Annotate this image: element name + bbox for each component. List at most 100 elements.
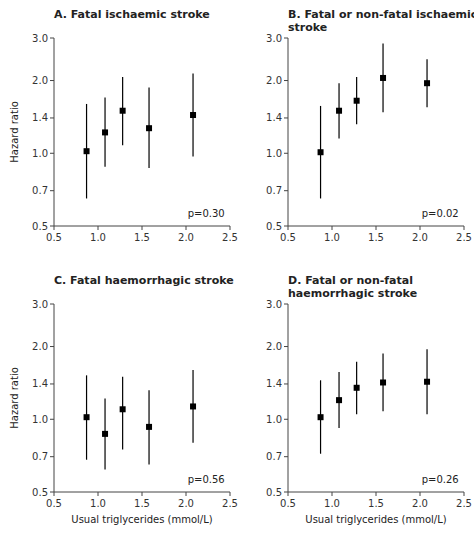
y-axis-label: Hazard ratio xyxy=(9,367,20,429)
x-tick xyxy=(98,226,99,230)
panel-title: A. Fatal ischaemic stroke xyxy=(54,8,210,21)
p-value: p=0.56 xyxy=(188,474,225,485)
x-tick-label: 2.0 xyxy=(178,498,194,509)
panel-title: C. Fatal haemorrhagic stroke xyxy=(54,274,234,287)
y-tick-label: 1.4 xyxy=(266,112,282,123)
y-tick-label: 0.7 xyxy=(266,451,282,462)
y-axis-line xyxy=(288,304,289,492)
x-tick-label: 0.5 xyxy=(46,232,62,243)
x-tick-label: 2.5 xyxy=(222,232,238,243)
y-tick xyxy=(50,346,54,347)
point xyxy=(84,148,90,154)
point xyxy=(84,414,90,420)
x-tick xyxy=(230,492,231,496)
background xyxy=(0,0,474,541)
y-tick-label: 3.0 xyxy=(266,33,282,44)
y-tick xyxy=(50,304,54,305)
x-tick xyxy=(420,226,421,230)
y-tick xyxy=(284,117,288,118)
y-tick xyxy=(50,38,54,39)
y-tick-label: 2.0 xyxy=(266,341,282,352)
y-axis-line xyxy=(54,304,55,492)
x-tick xyxy=(464,492,465,496)
x-tick-label: 0.5 xyxy=(280,498,296,509)
figure: A. Fatal ischaemic stroke 0.5 0.7 1.0 1.4 2.0… xyxy=(0,0,474,541)
point xyxy=(120,108,126,114)
y-tick-label: 3.0 xyxy=(266,299,282,310)
y-tick xyxy=(284,346,288,347)
y-tick-label: 3.0 xyxy=(32,33,48,44)
point xyxy=(354,385,360,391)
y-tick-label: 1.0 xyxy=(32,148,48,159)
x-tick xyxy=(142,226,143,230)
y-tick-label: 0.5 xyxy=(32,221,48,232)
point xyxy=(102,431,108,437)
y-tick-label: 2.0 xyxy=(32,341,48,352)
y-tick xyxy=(284,304,288,305)
y-tick xyxy=(50,492,54,493)
y-tick xyxy=(284,492,288,493)
x-tick-label: 2.0 xyxy=(412,232,428,243)
point xyxy=(146,424,152,430)
y-tick xyxy=(50,419,54,420)
x-tick-label: 1.0 xyxy=(90,498,106,509)
y-tick xyxy=(284,226,288,227)
y-tick-label: 2.0 xyxy=(266,75,282,86)
x-tick-label: 0.5 xyxy=(46,498,62,509)
point xyxy=(354,98,360,104)
y-tick-label: 2.0 xyxy=(32,75,48,86)
y-tick-label: 0.5 xyxy=(32,487,48,498)
y-tick-label: 0.7 xyxy=(266,185,282,196)
x-tick xyxy=(186,492,187,496)
point xyxy=(318,414,324,420)
p-value: p=0.02 xyxy=(422,208,459,219)
y-tick xyxy=(284,80,288,81)
y-tick xyxy=(50,226,54,227)
x-axis-label: Usual triglycerides (mmol/L) xyxy=(71,514,212,525)
plot-area xyxy=(84,370,196,469)
y-tick xyxy=(50,190,54,191)
panel: D. Fatal or non-fatalhaemorrhagic stroke… xyxy=(266,274,472,525)
x-tick-label: 2.0 xyxy=(178,232,194,243)
y-tick xyxy=(284,38,288,39)
x-tick xyxy=(288,226,289,230)
x-tick-label: 2.5 xyxy=(456,232,472,243)
panel-title: D. Fatal or non-fatalhaemorrhagic stroke xyxy=(288,274,417,300)
x-tick xyxy=(332,492,333,496)
y-tick-label: 0.5 xyxy=(266,487,282,498)
y-tick-label: 0.5 xyxy=(266,221,282,232)
x-tick-label: 1.0 xyxy=(90,232,106,243)
point xyxy=(424,379,430,385)
y-tick xyxy=(284,153,288,154)
y-tick-label: 1.4 xyxy=(266,378,282,389)
x-tick-label: 1.5 xyxy=(134,232,150,243)
x-tick-label: 1.5 xyxy=(368,232,384,243)
y-tick-label: 1.4 xyxy=(32,112,48,123)
point xyxy=(380,379,386,385)
point xyxy=(120,406,126,412)
x-tick-label: 1.0 xyxy=(324,232,340,243)
p-value: p=0.26 xyxy=(422,474,459,485)
y-tick xyxy=(284,419,288,420)
y-tick-label: 1.0 xyxy=(266,414,282,425)
point xyxy=(336,108,342,114)
plot-area xyxy=(318,349,430,454)
x-tick xyxy=(376,492,377,496)
y-axis-label: Hazard ratio xyxy=(9,101,20,163)
x-tick xyxy=(332,226,333,230)
y-tick xyxy=(50,456,54,457)
point xyxy=(336,397,342,403)
x-axis-label: Usual triglycerides (mmol/L) xyxy=(305,514,446,525)
p-value: p=0.30 xyxy=(188,208,225,219)
x-tick-label: 1.5 xyxy=(134,498,150,509)
plot-area xyxy=(84,73,196,198)
x-tick xyxy=(142,492,143,496)
y-axis-line xyxy=(54,38,55,226)
panel: C. Fatal haemorrhagic stroke0.50.71.01.4… xyxy=(9,274,238,525)
y-tick-label: 1.0 xyxy=(266,148,282,159)
x-tick xyxy=(376,226,377,230)
y-tick-label: 0.7 xyxy=(32,451,48,462)
y-axis-line xyxy=(288,38,289,226)
x-tick xyxy=(54,226,55,230)
x-tick xyxy=(230,226,231,230)
